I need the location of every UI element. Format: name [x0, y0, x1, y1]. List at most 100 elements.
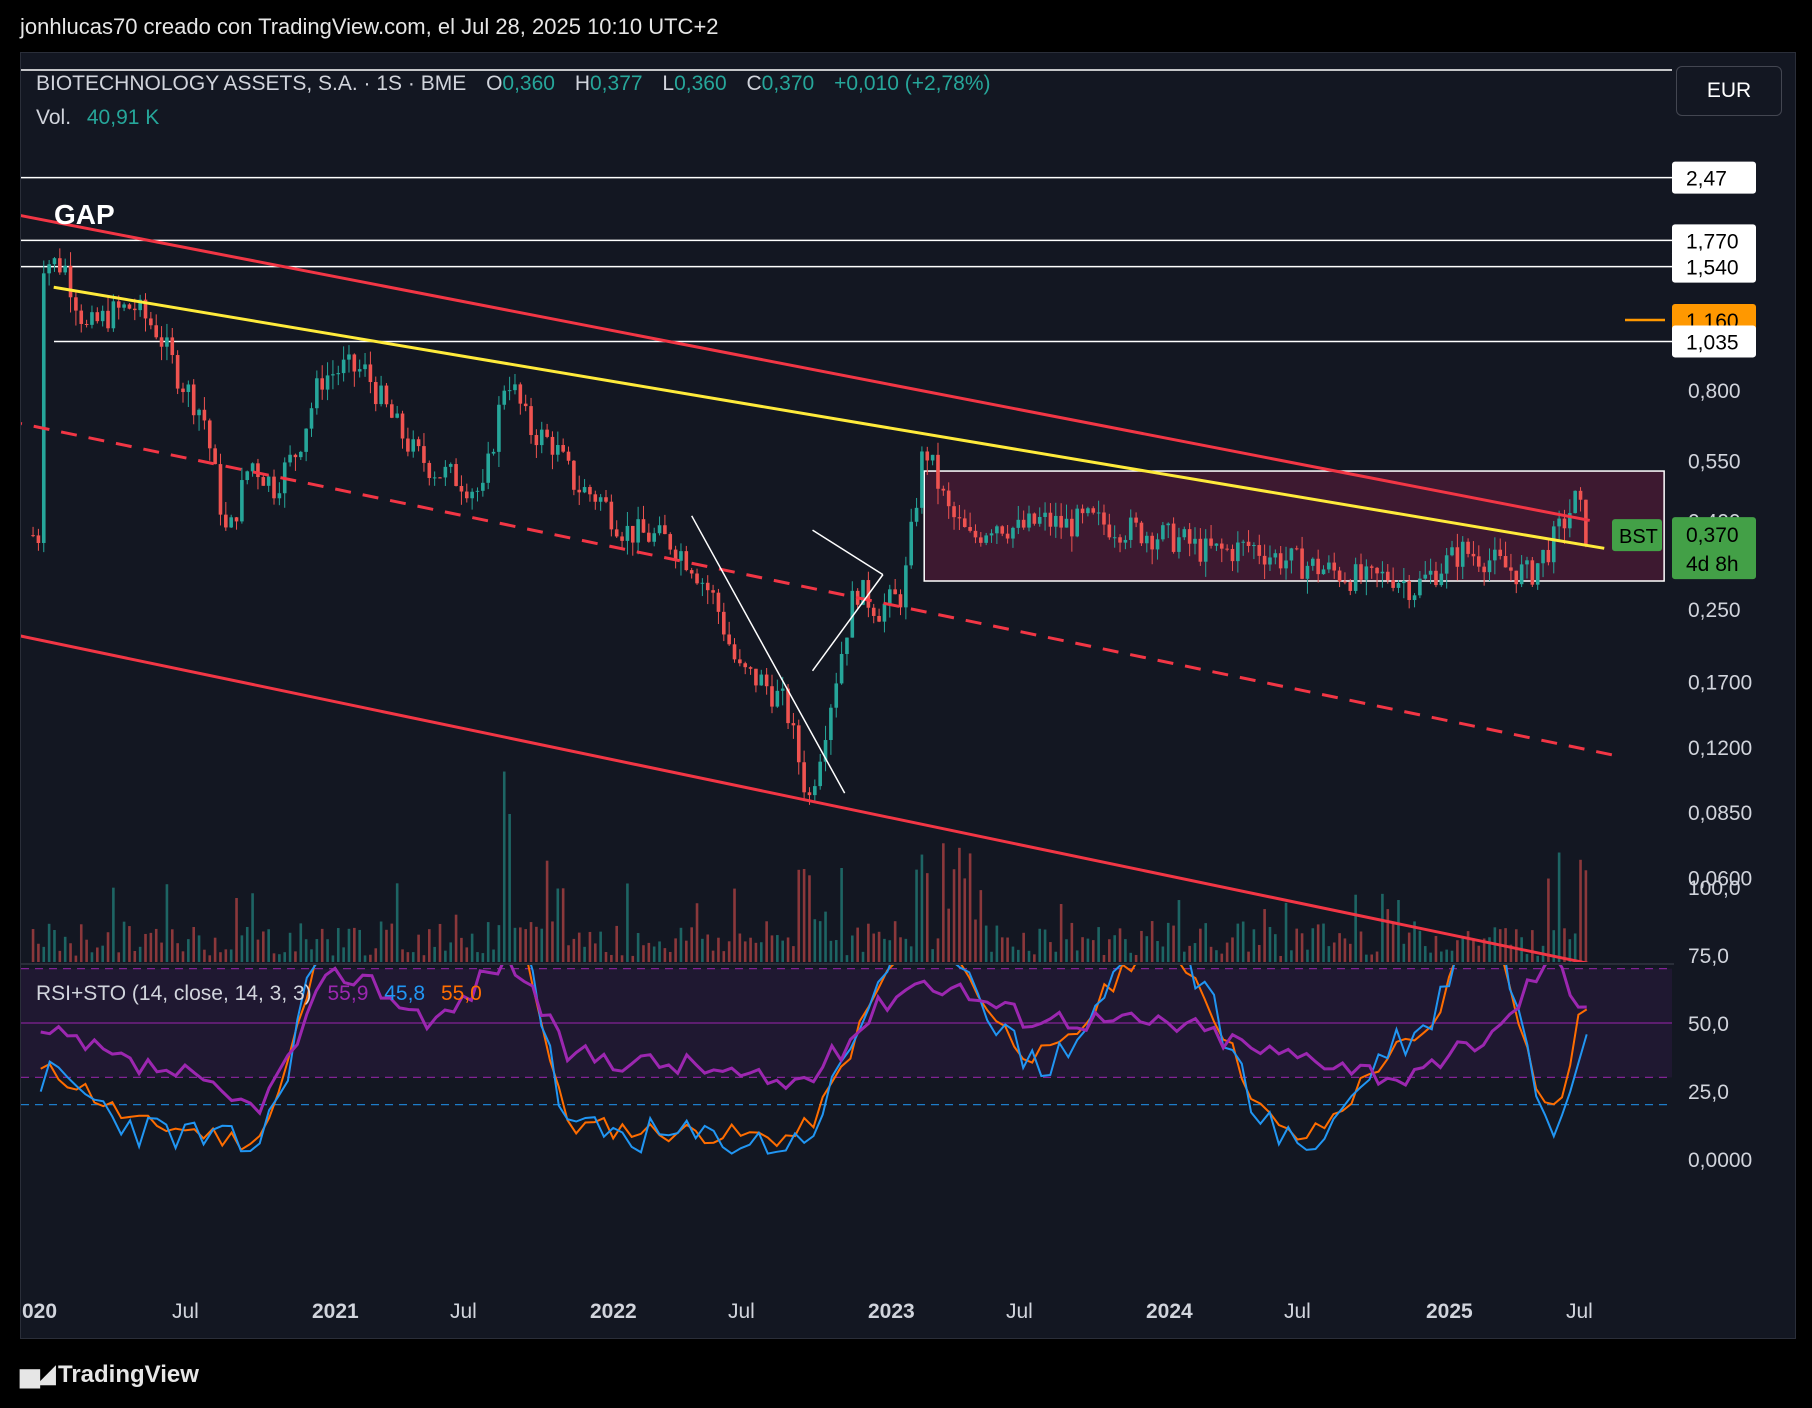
- d-value: 55,0: [440, 982, 482, 1005]
- candle-body: [175, 355, 180, 389]
- price-axis-label: 0,550: [1688, 450, 1741, 473]
- volume-bar: [668, 951, 672, 962]
- candle-body: [893, 589, 897, 595]
- level-tag-box[interactable]: [1672, 224, 1756, 257]
- volume-bar: [1000, 937, 1004, 962]
- volume-bar: [374, 948, 378, 962]
- volume-bar: [556, 888, 560, 962]
- channel-upper-line[interactable]: [6, 213, 1590, 522]
- candle-body: [625, 525, 630, 541]
- volume-label[interactable]: Vol.: [36, 106, 72, 129]
- volume-bar: [1472, 938, 1475, 962]
- candle-body: [68, 265, 73, 298]
- volume-bar: [245, 926, 249, 962]
- channel-lower-line[interactable]: [6, 633, 1613, 969]
- channel-mid-dashed-line[interactable]: [6, 421, 1614, 757]
- volume-bar: [1381, 893, 1384, 962]
- volume-bar: [1204, 923, 1208, 962]
- consolidation-range-box[interactable]: [923, 470, 1665, 582]
- level-tag-box[interactable]: [1672, 325, 1756, 358]
- pennant-lower-line[interactable]: [811, 574, 884, 672]
- candle-body: [1096, 512, 1101, 514]
- volume-bar: [535, 926, 538, 962]
- volume-bar: [1199, 928, 1202, 962]
- symbol-name[interactable]: BIOTECHNOLOGY ASSETS, S.A. · 1S · BME: [36, 72, 467, 95]
- volume-bar: [1177, 900, 1181, 962]
- candle-body: [834, 683, 839, 708]
- candle-body: [636, 519, 640, 543]
- candle-body: [341, 359, 346, 374]
- volume-bar: [138, 946, 142, 962]
- volume-bar: [952, 869, 956, 962]
- volume-bar: [1274, 934, 1277, 962]
- candle-body: [1091, 508, 1096, 513]
- indicator-axis-label: 25,0: [1688, 1081, 1729, 1104]
- volume-bar: [465, 947, 469, 962]
- volume-bar: [1279, 955, 1282, 962]
- volume-bar: [262, 931, 265, 962]
- candle-body: [411, 439, 416, 452]
- candle-body: [754, 668, 758, 686]
- indicator-legend[interactable]: RSI+STO (14, close, 14, 3, 3) 55,9 45,8 …: [36, 982, 482, 1006]
- candle-body: [1236, 542, 1240, 562]
- currency-button[interactable]: EUR: [1676, 66, 1782, 116]
- volume-bar: [1306, 949, 1309, 962]
- volume-bar: [1397, 900, 1400, 962]
- volume-bar: [1338, 933, 1341, 962]
- yellow-trendline[interactable]: [53, 285, 1605, 550]
- volume-bar: [620, 955, 624, 962]
- volume-bar: [1145, 936, 1149, 962]
- candle-body: [887, 589, 892, 604]
- falling-wedge-line[interactable]: [691, 515, 846, 794]
- volume-bar: [979, 890, 983, 962]
- candle-body: [1278, 553, 1283, 569]
- price-axis-label: 0,1200: [1688, 737, 1752, 760]
- candle-body: [106, 310, 110, 329]
- candle-body: [1337, 570, 1342, 582]
- ticker-tag-box[interactable]: [1612, 519, 1662, 552]
- volume-bar: [1059, 903, 1063, 962]
- candle-body: [1423, 574, 1428, 579]
- candle-body: [556, 445, 560, 455]
- volume-bar: [481, 953, 485, 962]
- volume-bar: [363, 955, 367, 962]
- level-tag-box[interactable]: [1672, 250, 1756, 283]
- volume-bar: [786, 937, 790, 962]
- volume-bar: [1563, 928, 1566, 962]
- volume-bar: [647, 942, 651, 962]
- candle-body: [1305, 565, 1310, 579]
- volume-bar: [1456, 940, 1459, 962]
- volume-bar: [203, 949, 206, 962]
- time-axis-label: Jul: [1284, 1300, 1311, 1323]
- volume-bar: [1081, 937, 1084, 962]
- tradingview-logo[interactable]: ▅◢ TradingView: [20, 1358, 199, 1389]
- candle-body: [320, 378, 325, 390]
- volume-bar: [406, 952, 410, 962]
- candle-body: [197, 409, 201, 416]
- candle-body: [1359, 564, 1363, 580]
- candle-body: [845, 637, 849, 654]
- pennant-upper-line[interactable]: [812, 529, 884, 576]
- volume-bar: [299, 923, 303, 962]
- candle-body: [1203, 538, 1208, 562]
- candle-body: [1444, 555, 1449, 574]
- volume-bar: [310, 949, 313, 962]
- volume-bar: [229, 949, 233, 962]
- candle-body: [1348, 582, 1353, 591]
- volume-bar: [1348, 943, 1352, 962]
- main-pane: GAP: [6, 176, 1672, 969]
- volume-bar: [326, 939, 329, 962]
- candle-body: [711, 590, 715, 593]
- change-value: +0,010 (+2,78%): [834, 72, 991, 95]
- level-tag-box[interactable]: [1672, 161, 1756, 194]
- candle-body: [116, 301, 121, 308]
- candle-body: [909, 521, 914, 566]
- volume-bar: [1027, 950, 1031, 962]
- last-price-tag-box[interactable]: [1672, 517, 1756, 580]
- candle-body: [582, 487, 587, 493]
- volume-bar: [208, 955, 212, 962]
- candle-body: [598, 497, 603, 502]
- candle-body: [593, 494, 598, 502]
- volume-bar: [470, 933, 474, 962]
